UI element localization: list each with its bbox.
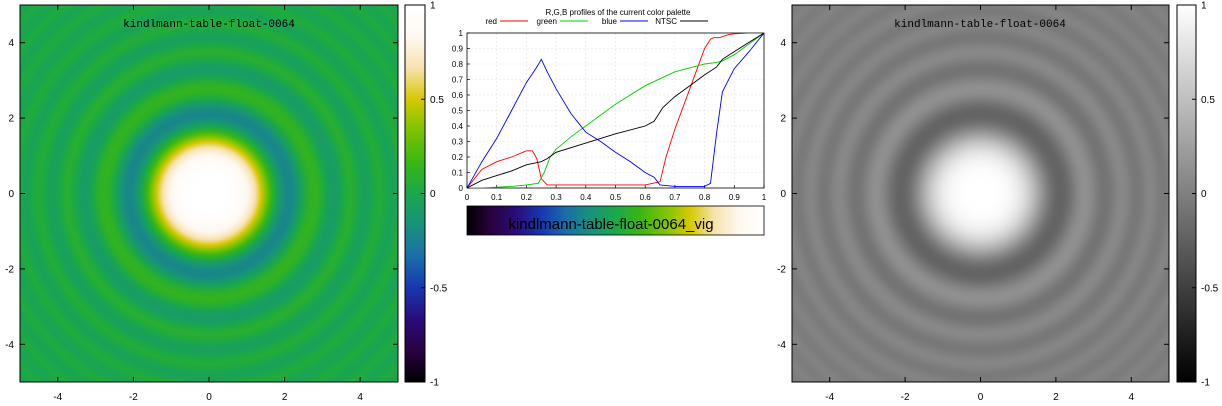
series-line-blue: [467, 33, 764, 188]
legend-label-red: red: [485, 17, 497, 26]
legend-label-blue: blue: [602, 17, 618, 26]
profile-legend: red green blue NTSC: [485, 17, 708, 26]
left-heatmap-panel: kindlmann-table-float-0064 -4 -2 0 2 4 4 2 0 -2…: [5, 1, 448, 404]
profile-series: [467, 33, 764, 188]
x-tick-label: 0.1: [491, 193, 503, 202]
x-tick-label: 0.8: [699, 193, 711, 202]
x-tick-label: 4: [357, 392, 363, 403]
y-tick-label: -2: [777, 264, 786, 275]
colorbar-tick-label: -1: [1201, 378, 1210, 389]
colorbar-tick-label: 0: [430, 189, 436, 200]
x-tick-label: 0: [978, 392, 984, 403]
right-heatmap-panel: kindlmann-table-float-0064 -4 -2 0 2 4 4 2 0 -2…: [777, 1, 1219, 404]
right-heatmap-image: [792, 5, 1169, 382]
series-line-green: [467, 33, 764, 188]
colorbar-tick-label: 1: [1201, 1, 1207, 12]
y-tick-label: 0.8: [452, 60, 464, 69]
x-tick-label: 0.5: [610, 193, 622, 202]
colorbar-tick-label: 1: [430, 1, 436, 12]
y-tick-label: -4: [5, 340, 14, 351]
y-tick-label: 0.3: [452, 138, 464, 147]
right-x-axis: -4 -2 0 2 4: [825, 5, 1135, 403]
colorbar-tick-label: -1: [430, 378, 439, 389]
y-tick-label: 2: [780, 114, 786, 125]
x-tick-label: 0: [465, 193, 470, 202]
palette-bar: [466, 205, 765, 236]
y-tick-label: -4: [777, 340, 786, 351]
x-tick-label: 0.9: [729, 193, 741, 202]
left-y-axis: 4 2 0 -2 -4: [5, 38, 398, 351]
y-tick-label: 0.5: [452, 107, 464, 116]
y-tick-label: 0: [459, 184, 464, 193]
x-tick-label: -4: [825, 392, 834, 403]
x-tick-label: 2: [1053, 392, 1059, 403]
left-colorbar-axis: 1 0.5 0 -0.5 -1: [421, 1, 448, 389]
x-tick-label: 0: [206, 392, 212, 403]
x-tick-label: 0.2: [521, 193, 533, 202]
y-tick-label: 2: [8, 114, 14, 125]
y-tick-label: 0.1: [452, 169, 464, 178]
right-y-axis: 4 2 0 -2 -4: [777, 38, 1169, 351]
x-tick-label: 0.4: [580, 193, 592, 202]
y-tick-label: 1: [459, 29, 464, 38]
colorbar-tick-label: -0.5: [1201, 283, 1219, 294]
y-tick-label: 0.4: [452, 122, 464, 131]
colorbar-tick-label: 0.5: [1201, 95, 1215, 106]
x-tick-label: 0.3: [551, 193, 563, 202]
series-line-red: [467, 33, 764, 188]
y-tick-label: 0: [780, 189, 786, 200]
y-tick-label: 4: [780, 38, 786, 49]
left-heatmap-title: kindlmann-table-float-0064: [123, 19, 295, 31]
x-tick-label: 1: [762, 193, 767, 202]
x-tick-label: 0.6: [640, 193, 652, 202]
x-tick-label: -4: [53, 392, 62, 403]
y-tick-label: 0.9: [452, 45, 464, 54]
profile-y-axis: 0 0.1 0.2 0.3 0.4 0.5 0.6 0.7 0.8 0.9 1: [452, 29, 470, 193]
x-tick-label: 4: [1129, 392, 1135, 403]
y-tick-label: 4: [8, 38, 14, 49]
colorbar-tick-label: 0: [1201, 189, 1207, 200]
series-line-ntsc: [467, 33, 764, 188]
profile-title: R,G,B profiles of the current color pale…: [546, 8, 692, 17]
left-heatmap-image: [20, 5, 398, 382]
y-tick-label: -2: [5, 264, 14, 275]
y-tick-label: 0.7: [452, 76, 464, 85]
right-heatmap-title: kindlmann-table-float-0064: [894, 19, 1066, 31]
y-tick-label: 0.6: [452, 91, 464, 100]
y-tick-label: 0: [8, 189, 14, 200]
colorbar-tick-label: -0.5: [430, 283, 448, 294]
x-tick-label: 2: [282, 392, 288, 403]
legend-label-ntsc: NTSC: [655, 17, 677, 26]
x-tick-label: 0.7: [669, 193, 681, 202]
x-tick-label: -2: [129, 392, 138, 403]
colorbar-tick-label: 0.5: [430, 95, 444, 106]
y-tick-label: 0.2: [452, 153, 464, 162]
rgb-profile-panel: R,G,B profiles of the current color pale…: [452, 8, 767, 236]
palette-bar-label: kindlmann-table-float-0064_vig: [508, 216, 713, 233]
right-colorbar-axis: 1 0.5 0 -0.5 -1: [1192, 1, 1219, 389]
x-tick-label: -2: [901, 392, 910, 403]
left-x-axis: -4 -2 0 2 4: [53, 5, 363, 403]
legend-label-green: green: [537, 17, 557, 26]
profile-x-axis: 0 0.1 0.2 0.3 0.4 0.5 0.6 0.7 0.8 0.9 1: [465, 185, 767, 202]
